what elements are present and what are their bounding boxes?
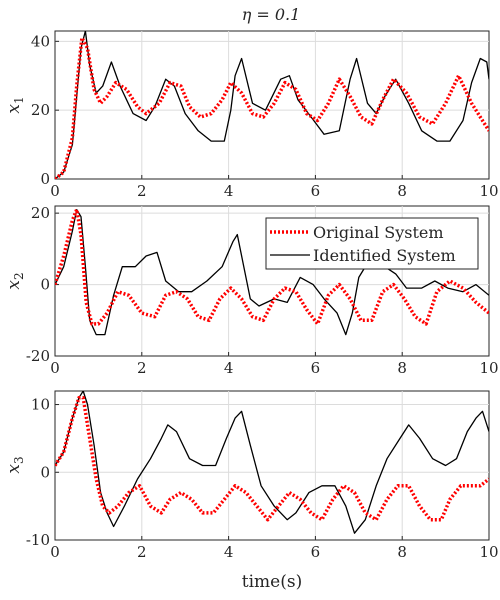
y-tick-label: 0	[40, 463, 50, 481]
x-tick-label: 4	[224, 359, 234, 377]
y-axis-label-x3: x3	[4, 456, 26, 473]
x-axis-label: time(s)	[242, 572, 302, 592]
y-axis-label-x1: x1	[4, 96, 26, 113]
y-tick-label: 0	[40, 276, 50, 294]
panel-x1: x1 0 2 4 6 8 10 0 20 40	[4, 30, 499, 200]
identified-system-line	[55, 31, 489, 179]
x-tick-label: 6	[311, 359, 321, 377]
x-tick-label: 2	[137, 543, 147, 561]
x-tick-label: 10	[479, 182, 498, 200]
y-tick-label: 20	[31, 101, 50, 119]
legend-label-original: Original System	[313, 223, 444, 242]
x-tick-label: 0	[50, 182, 60, 200]
original-system-line	[55, 36, 489, 179]
y-tick-label: -10	[26, 531, 50, 549]
legend-box	[265, 217, 479, 270]
legend: Original System Identified System	[265, 217, 479, 270]
x-tick-label: 0	[50, 359, 60, 377]
x-tick-label: 2	[137, 359, 147, 377]
x-tick-label: 6	[311, 543, 321, 561]
x-tick-label: 8	[397, 543, 407, 561]
x-tick-label: 4	[224, 182, 234, 200]
plot-layer: 0 2 4 6 8 10 0 20 40	[31, 31, 499, 200]
axes-box-x3	[54, 390, 490, 541]
x-tick-label: 10	[479, 543, 498, 561]
x-tick-label: 0	[50, 543, 60, 561]
y-tick-label: 0	[40, 170, 50, 188]
x-tick-label: 8	[397, 359, 407, 377]
y-axis-label-x2: x2	[4, 272, 26, 289]
y-tick-label: 10	[31, 396, 50, 414]
legend-label-identified: Identified System	[313, 246, 456, 265]
original-system-line	[55, 207, 489, 326]
x-tick-label: 10	[479, 359, 498, 377]
y-tick-label: 20	[31, 204, 50, 222]
x-tick-label: 2	[137, 182, 147, 200]
chart-title: η = 0.1	[242, 5, 301, 24]
x-tick-label: 4	[224, 543, 234, 561]
y-tick-label: 40	[31, 32, 50, 50]
y-tick-label: -20	[26, 347, 50, 365]
x-tick-label: 8	[397, 182, 407, 200]
identified-system-line	[55, 208, 489, 336]
original-system-line	[55, 396, 489, 522]
x-tick-label: 6	[311, 182, 321, 200]
axes-box-x1	[54, 30, 490, 180]
